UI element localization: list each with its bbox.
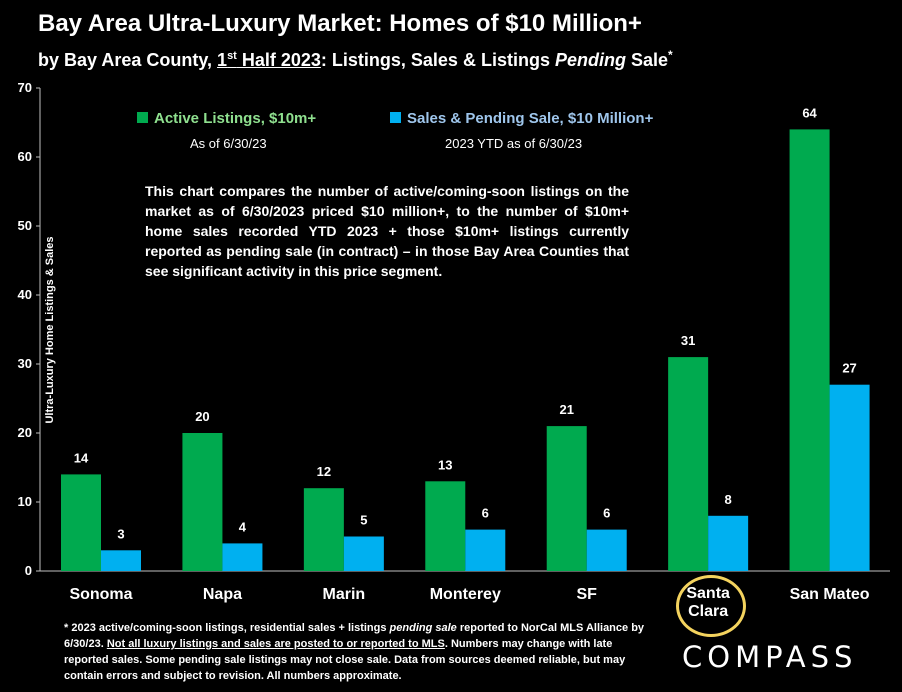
bar-value-label: 6 bbox=[603, 506, 610, 521]
y-tick-label: 70 bbox=[18, 80, 32, 95]
legend-sales: Sales & Pending Sale, $10 Million+ bbox=[390, 110, 653, 127]
x-tick-label: Napa bbox=[203, 586, 242, 603]
legend-active: Active Listings, $10m+ bbox=[137, 110, 316, 127]
footnote: * 2023 active/coming-soon listings, resi… bbox=[64, 620, 650, 684]
legend-active-label: Active Listings, $10m+ bbox=[154, 110, 317, 127]
subtitle-ord-sup: st bbox=[227, 50, 237, 62]
y-tick-label: 30 bbox=[18, 356, 32, 371]
x-tick-label: Marin bbox=[323, 586, 366, 603]
bar-value-label: 3 bbox=[117, 526, 124, 541]
bar-sales bbox=[586, 529, 627, 571]
bar-active bbox=[425, 481, 466, 571]
x-tick-label: Sonoma bbox=[69, 586, 132, 603]
footnote-part1: * 2023 active/coming-soon listings, resi… bbox=[64, 622, 390, 634]
bar-active bbox=[668, 357, 709, 571]
y-axis-label: Ultra-Luxury Home Listings & Sales bbox=[44, 236, 56, 424]
subtitle-part3: Sale bbox=[625, 50, 668, 70]
bar-value-label: 12 bbox=[317, 464, 331, 479]
santa-clara-highlight-circle bbox=[676, 575, 746, 637]
bar-sales bbox=[101, 550, 141, 571]
bar-sales bbox=[708, 515, 749, 571]
chart-title: Bay Area Ultra-Luxury Market: Homes of $… bbox=[38, 10, 642, 37]
legend-active-swatch bbox=[137, 112, 148, 123]
y-tick-label: 40 bbox=[18, 287, 32, 302]
bar-value-label: 20 bbox=[195, 409, 209, 424]
bar-value-label: 5 bbox=[360, 513, 367, 528]
bar-value-label: 4 bbox=[239, 519, 247, 534]
bar-sales bbox=[222, 543, 263, 571]
legend-active-sub: As of 6/30/23 bbox=[190, 136, 267, 151]
subtitle-part1: by Bay Area County, bbox=[38, 50, 218, 70]
footnote-italic: pending sale bbox=[389, 622, 457, 634]
bar-sales bbox=[465, 529, 506, 571]
bar-sales bbox=[343, 536, 384, 571]
bar-active bbox=[546, 426, 587, 571]
y-tick-label: 50 bbox=[18, 218, 32, 233]
bar-active bbox=[789, 129, 830, 571]
bar-value-label: 13 bbox=[438, 457, 452, 472]
chart-subtitle: by Bay Area County, 1st Half 2023: Listi… bbox=[38, 48, 673, 71]
y-tick-label: 20 bbox=[18, 425, 32, 440]
bar-value-label: 8 bbox=[725, 492, 732, 507]
subtitle-ord-num: 1 bbox=[217, 50, 228, 70]
y-tick-label: 0 bbox=[25, 563, 32, 578]
y-tick-label: 60 bbox=[18, 149, 32, 164]
x-tick-label: Monterey bbox=[430, 586, 501, 603]
subtitle-period: 1st Half 2023 bbox=[217, 50, 321, 70]
bar-sales bbox=[829, 384, 870, 571]
bar-value-label: 64 bbox=[802, 105, 817, 120]
bar-value-label: 14 bbox=[74, 450, 89, 465]
compass-logo: COMPASS bbox=[682, 640, 858, 674]
bar-value-label: 21 bbox=[559, 402, 573, 417]
y-tick-label: 10 bbox=[18, 494, 32, 509]
footnote-part3: . Numbers may change with late reported … bbox=[64, 638, 626, 682]
subtitle-italic: Pending bbox=[554, 50, 626, 70]
bar-active bbox=[303, 488, 344, 571]
subtitle-part2: : Listings, Sales & Listings bbox=[320, 50, 555, 70]
legend-sales-swatch bbox=[390, 112, 401, 123]
bar-active bbox=[182, 433, 223, 571]
footnote-underlined: Not all luxury listings and sales are po… bbox=[106, 638, 445, 650]
x-tick-label: SF bbox=[576, 586, 597, 603]
chart-note: This chart compares the number of active… bbox=[145, 183, 629, 279]
subtitle-star: * bbox=[667, 48, 673, 62]
legend-sales-label: Sales & Pending Sale, $10 Million+ bbox=[407, 110, 654, 127]
bar-value-label: 27 bbox=[842, 361, 856, 376]
bar-value-label: 6 bbox=[482, 506, 489, 521]
legend-sales-sub: 2023 YTD as of 6/30/23 bbox=[445, 136, 583, 151]
subtitle-ord-rest: Half 2023 bbox=[236, 50, 321, 70]
x-tick-label: San Mateo bbox=[790, 586, 870, 603]
footnote-part2: reported to NorCal MLS Alliance by 6/30/… bbox=[64, 622, 645, 650]
bar-value-label: 31 bbox=[681, 333, 695, 348]
bar-active bbox=[61, 474, 101, 571]
